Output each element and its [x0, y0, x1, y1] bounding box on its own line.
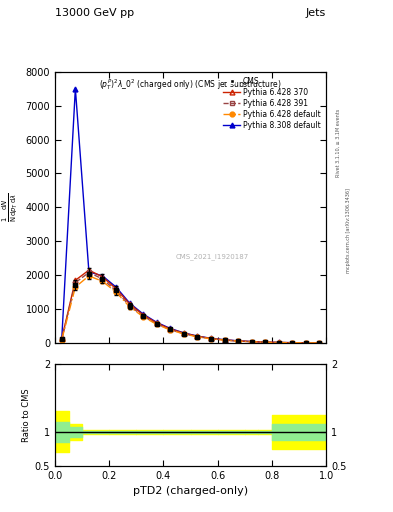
Text: Rivet 3.1.10, ≥ 3.1M events: Rivet 3.1.10, ≥ 3.1M events: [336, 109, 341, 178]
Y-axis label: $\frac{1}{\mathrm{N}}\frac{\mathrm{d}N}{\mathrm{d}p_T\,\mathrm{d}\lambda}$: $\frac{1}{\mathrm{N}}\frac{\mathrm{d}N}{…: [1, 193, 20, 222]
X-axis label: pTD2 (charged-only): pTD2 (charged-only): [133, 486, 248, 496]
Text: $(p_T^P)^2\lambda\_0^2$ (charged only) (CMS jet substructure): $(p_T^P)^2\lambda\_0^2$ (charged only) (…: [99, 77, 282, 92]
Text: Jets: Jets: [306, 8, 326, 18]
Text: mcplots.cern.ch [arXiv:1306.3436]: mcplots.cern.ch [arXiv:1306.3436]: [346, 188, 351, 273]
Text: CMS_2021_I1920187: CMS_2021_I1920187: [176, 253, 249, 260]
Y-axis label: Ratio to CMS: Ratio to CMS: [22, 388, 31, 441]
Legend: CMS, Pythia 6.428 370, Pythia 6.428 391, Pythia 6.428 default, Pythia 8.308 defa: CMS, Pythia 6.428 370, Pythia 6.428 391,…: [220, 74, 324, 133]
Text: 13000 GeV pp: 13000 GeV pp: [55, 8, 134, 18]
